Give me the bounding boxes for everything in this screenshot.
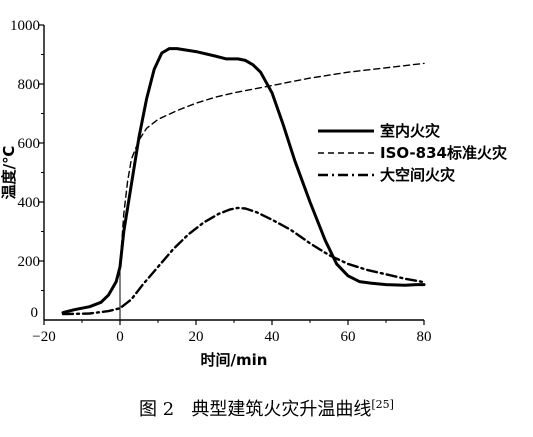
axes	[43, 25, 424, 321]
fire-temperature-chart: −20 0 20 40 60 80 200 400 600 800 1000 室内火灾 ISO-83…	[0, 18, 508, 369]
series-line-2	[119, 62, 425, 268]
x-tick-label: 60	[341, 329, 356, 345]
origin-label: 0	[31, 305, 39, 321]
y-tick-label: 200	[18, 254, 41, 270]
y-tick-label: 800	[18, 77, 41, 93]
x-tick-label: 80	[417, 329, 432, 345]
figure-title: 典型建筑火灾升温曲线	[191, 399, 372, 420]
x-tick-label: 0	[116, 329, 124, 345]
legend-label-1: 室内火灾	[380, 122, 441, 140]
figure-caption: 图 2 典型建筑火灾升温曲线[25]	[0, 395, 533, 421]
figure-number: 图 2	[139, 399, 175, 420]
legend-label-3: 大空间火灾	[380, 166, 456, 184]
y-axis-title: 温度/℃	[0, 146, 18, 200]
series-line-3	[61, 206, 426, 316]
figure-reference: [25]	[371, 398, 394, 411]
series-line-1	[61, 47, 426, 315]
x-axis-ticks: −20 0 20 40 60 80	[32, 320, 432, 345]
y-tick-label: 1000	[10, 18, 40, 34]
y-tick-label: 600	[18, 136, 41, 152]
x-tick-label: 20	[189, 329, 204, 345]
y-axis-ticks: 200 400 600 800 1000	[10, 18, 44, 291]
x-axis-title: 时间/min	[201, 351, 268, 369]
x-tick-label: 40	[265, 329, 280, 345]
x-tick-label: −20	[32, 329, 55, 345]
legend-label-2: ISO-834标准火灾	[380, 144, 508, 162]
y-tick-label: 400	[18, 195, 41, 211]
series-layer	[61, 47, 426, 316]
